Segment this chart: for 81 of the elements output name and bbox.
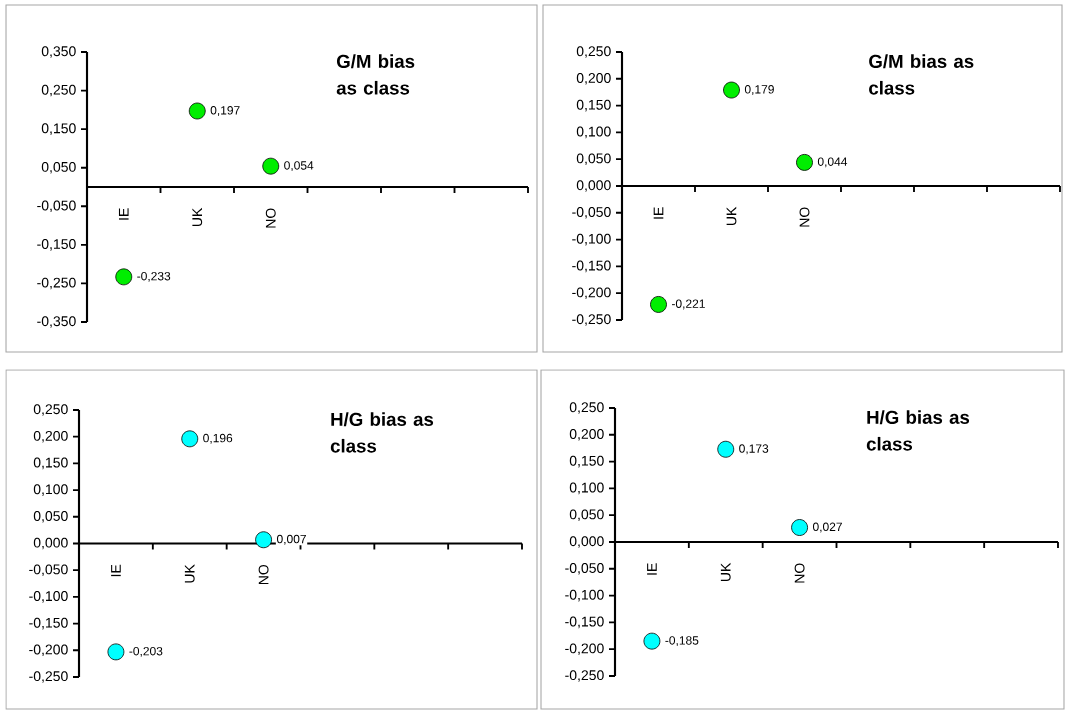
x-tick-label: UK bbox=[720, 562, 731, 582]
y-tick-label: -0,050 bbox=[29, 564, 68, 576]
point bbox=[107, 643, 125, 661]
y-tick-label: -0,250 bbox=[37, 277, 76, 290]
y-tick-label: 0,050 bbox=[569, 509, 604, 521]
data-label: 0,196 bbox=[203, 433, 233, 444]
point bbox=[791, 519, 808, 536]
x-tick-label: NO bbox=[799, 207, 810, 227]
point bbox=[717, 440, 735, 458]
data-label: 0,044 bbox=[817, 157, 848, 168]
y-tick-label: 0,150 bbox=[569, 455, 604, 468]
text: H/G bias as class bbox=[330, 412, 434, 453]
y-tick-label: 0,200 bbox=[576, 73, 611, 85]
y-tick-label: 0,200 bbox=[569, 429, 604, 441]
y-tick-label: 0,050 bbox=[576, 153, 611, 165]
x-tick-label: IE bbox=[653, 207, 664, 219]
y-tick-label: -0,050 bbox=[565, 563, 604, 575]
y-tick-label: 0,250 bbox=[41, 84, 76, 97]
y-tick-label: -0,200 bbox=[572, 287, 611, 299]
point bbox=[181, 430, 199, 448]
x-tick-label: NO bbox=[258, 564, 269, 585]
y-tick-label: -0,350 bbox=[37, 316, 76, 328]
text: H/G bias as class bbox=[866, 410, 970, 451]
y-tick-label: -0,200 bbox=[29, 644, 68, 657]
y-tick-label: -0,050 bbox=[37, 200, 76, 213]
y-tick-label: -0,150 bbox=[37, 239, 76, 251]
y-tick-label: 0,000 bbox=[576, 180, 611, 192]
point bbox=[796, 154, 813, 171]
point bbox=[255, 531, 272, 549]
y-tick-label: 0,250 bbox=[569, 402, 604, 414]
y-tick-label: -0,250 bbox=[565, 670, 604, 682]
y-tick-label: 0,250 bbox=[33, 404, 68, 416]
x-tick-label: IE bbox=[647, 563, 657, 575]
point bbox=[650, 296, 667, 313]
point bbox=[115, 268, 133, 286]
data-label: -0,233 bbox=[137, 271, 171, 282]
data-label: -0,185 bbox=[665, 636, 699, 647]
point bbox=[262, 157, 280, 175]
x-tick-label: UK bbox=[184, 564, 195, 583]
text: G/M bias as class bbox=[336, 54, 415, 95]
data-label: 0,197 bbox=[210, 106, 240, 116]
y-tick-label: -0,200 bbox=[565, 643, 604, 655]
y-tick-label: -0,150 bbox=[29, 617, 68, 630]
data-label: -0,203 bbox=[129, 646, 163, 657]
point bbox=[723, 81, 740, 99]
data-label: 0,179 bbox=[744, 85, 774, 95]
data-label: 0,027 bbox=[812, 522, 842, 533]
y-tick-label: 0,000 bbox=[569, 536, 604, 548]
y-tick-label: 0,200 bbox=[33, 430, 68, 443]
y-tick-label: 0,100 bbox=[33, 484, 68, 496]
y-tick-label: -0,100 bbox=[29, 591, 68, 603]
y-tick-label: -0,100 bbox=[565, 589, 604, 602]
x-tick-label: IE bbox=[118, 208, 129, 220]
y-tick-label: 0,100 bbox=[576, 126, 611, 139]
text: G/M bias as class bbox=[869, 54, 974, 95]
data-label: 0,173 bbox=[739, 444, 769, 455]
data-label: -0,221 bbox=[671, 299, 705, 310]
data-label: 0,007 bbox=[276, 534, 306, 545]
y-tick-label: -0,150 bbox=[565, 616, 604, 629]
point bbox=[643, 632, 661, 650]
point bbox=[188, 102, 206, 120]
y-tick-label: -0,050 bbox=[572, 207, 611, 219]
x-tick-label: IE bbox=[111, 564, 121, 577]
y-tick-label: 0,150 bbox=[576, 99, 611, 112]
data-label: 0,054 bbox=[284, 161, 314, 172]
y-tick-label: -0,250 bbox=[29, 671, 68, 683]
x-tick-label: NO bbox=[794, 563, 805, 583]
y-tick-label: -0,150 bbox=[572, 260, 611, 273]
y-tick-label: 0,000 bbox=[33, 537, 68, 550]
y-tick-label: 0,100 bbox=[569, 482, 604, 495]
y-tick-label: 0,350 bbox=[41, 46, 76, 58]
x-tick-label: UK bbox=[726, 206, 737, 226]
y-tick-label: -0,250 bbox=[572, 314, 611, 326]
y-tick-label: 0,050 bbox=[41, 161, 76, 174]
x-tick-label: NO bbox=[265, 208, 276, 228]
y-tick-label: 0,050 bbox=[33, 511, 68, 523]
y-tick-label: 0,150 bbox=[41, 123, 76, 135]
y-tick-label: 0,150 bbox=[33, 457, 68, 470]
x-tick-label: UK bbox=[192, 207, 203, 227]
y-tick-label: -0,100 bbox=[572, 233, 611, 246]
y-tick-label: 0,250 bbox=[576, 46, 611, 58]
